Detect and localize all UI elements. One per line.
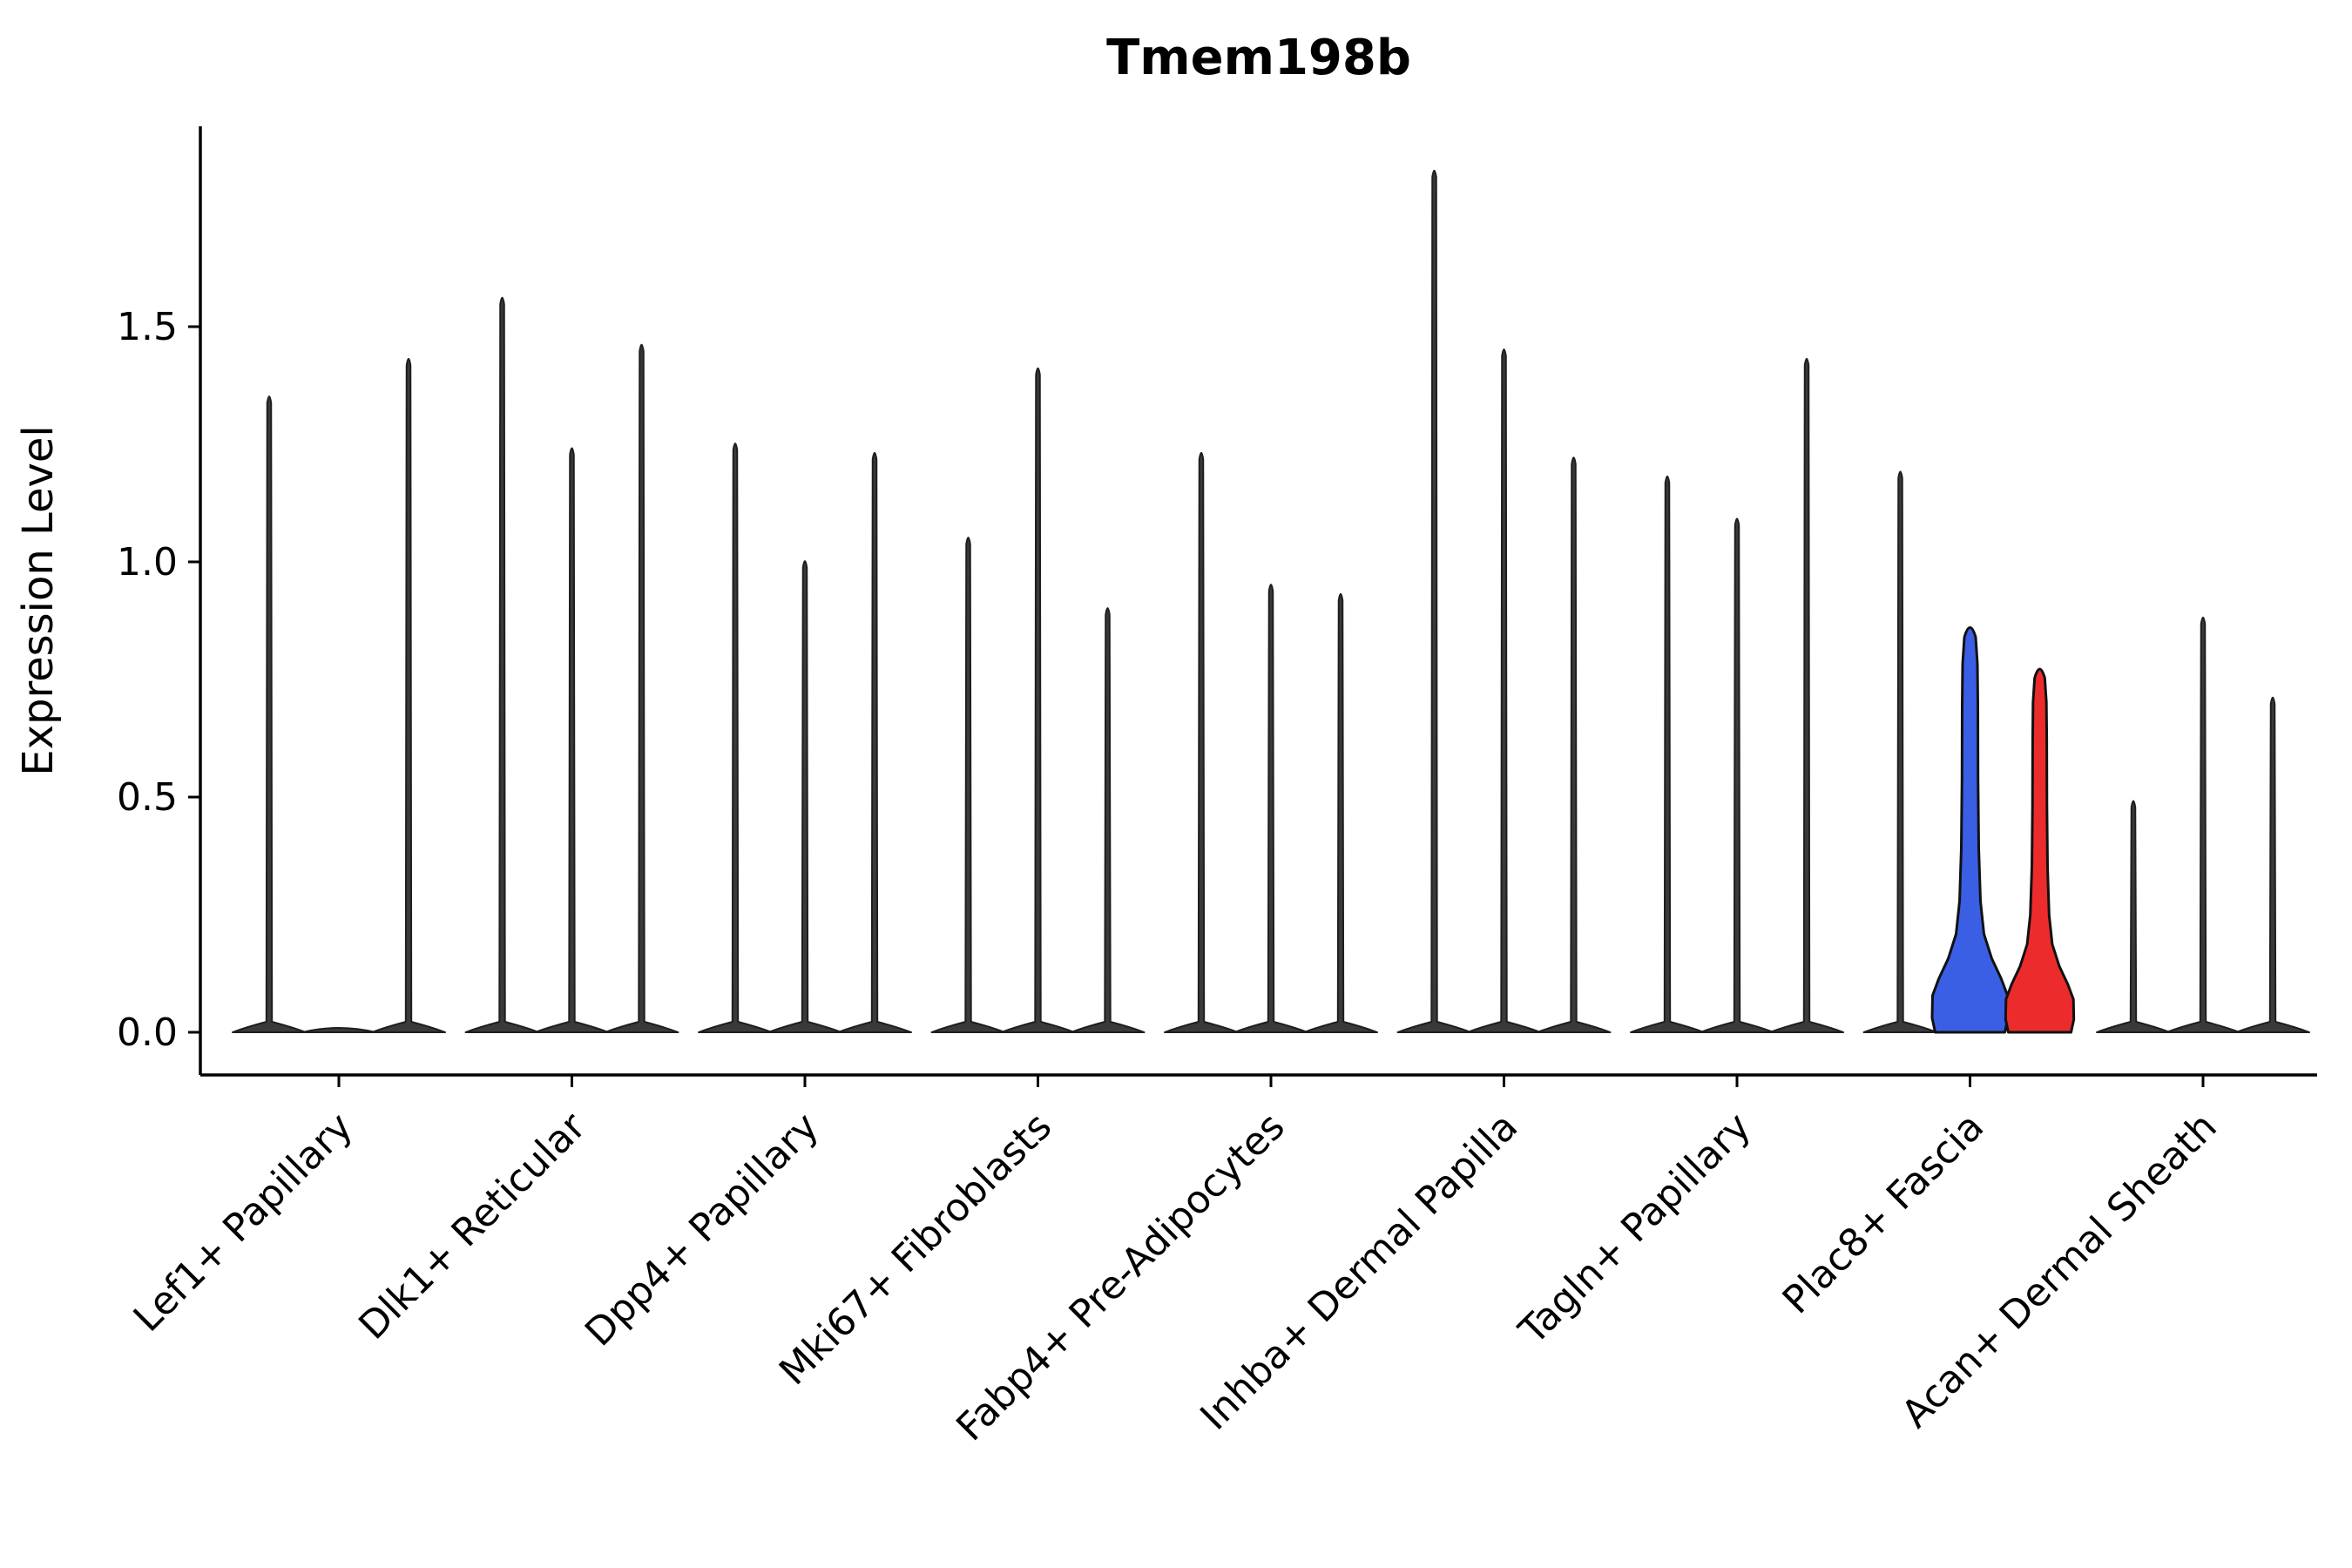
violin-acan-dermal-sheath-0 xyxy=(2096,800,2171,1033)
violin-fabp4-pre-adipocytes-2 xyxy=(1303,592,1378,1033)
violin-dlk1-reticular-2 xyxy=(604,343,679,1033)
chart-title: Tmem198b xyxy=(1106,30,1411,86)
violin-mki67-fibroblasts-0 xyxy=(930,537,1006,1033)
y-tick-label: 1.0 xyxy=(117,540,178,585)
violin-dpp4-papillary-0 xyxy=(698,443,773,1033)
violin-acan-dermal-sheath-2 xyxy=(2235,696,2310,1033)
y-tick-label: 0.0 xyxy=(117,1010,178,1055)
violin-lef1-papillary-0 xyxy=(232,395,307,1033)
y-tick-label: 1.5 xyxy=(117,305,178,349)
violin-mki67-fibroblasts-2 xyxy=(1070,607,1146,1033)
violin-plac8-fascia-0 xyxy=(1862,470,1938,1033)
violin-inhba-dermal-papilla-0 xyxy=(1396,169,1472,1033)
violin-plac8-fascia-blue xyxy=(1930,625,2010,1034)
violin-lef1-papillary-2 xyxy=(371,357,446,1033)
x-tick-label: Lef1+ Papillary xyxy=(125,1105,362,1341)
violin-dpp4-papillary-1 xyxy=(767,560,842,1033)
violin-dlk1-reticular-0 xyxy=(464,296,540,1033)
x-tick-label: Dlk1+ Reticular xyxy=(350,1104,595,1348)
violin-dlk1-reticular-1 xyxy=(534,447,610,1033)
violin-inhba-dermal-papilla-1 xyxy=(1466,348,1542,1033)
violin-lef1-papillary-1 xyxy=(301,1027,376,1033)
x-tick-label: Dpp4+ Papillary xyxy=(577,1105,828,1355)
x-tick-label: Plac8+ Fascia xyxy=(1774,1105,1993,1323)
violin-tagln-papillary-1 xyxy=(1700,517,1774,1033)
violin-tagln-papillary-0 xyxy=(1630,475,1705,1033)
violin-inhba-dermal-papilla-2 xyxy=(1536,456,1612,1033)
violin-mki67-fibroblasts-1 xyxy=(1000,367,1076,1033)
x-tick-label: Tagln+ Papillary xyxy=(1511,1105,1760,1354)
violin-acan-dermal-sheath-1 xyxy=(2166,616,2240,1033)
violin-fabp4-pre-adipocytes-0 xyxy=(1164,451,1239,1033)
y-axis-label: Expression Level xyxy=(14,425,63,776)
violin-plac8-fascia-red xyxy=(2004,667,2076,1034)
violin-fabp4-pre-adipocytes-1 xyxy=(1233,584,1308,1033)
y-tick-label: 0.5 xyxy=(117,775,178,820)
violin-tagln-papillary-2 xyxy=(1769,357,1844,1033)
violin-dpp4-papillary-2 xyxy=(837,451,912,1033)
